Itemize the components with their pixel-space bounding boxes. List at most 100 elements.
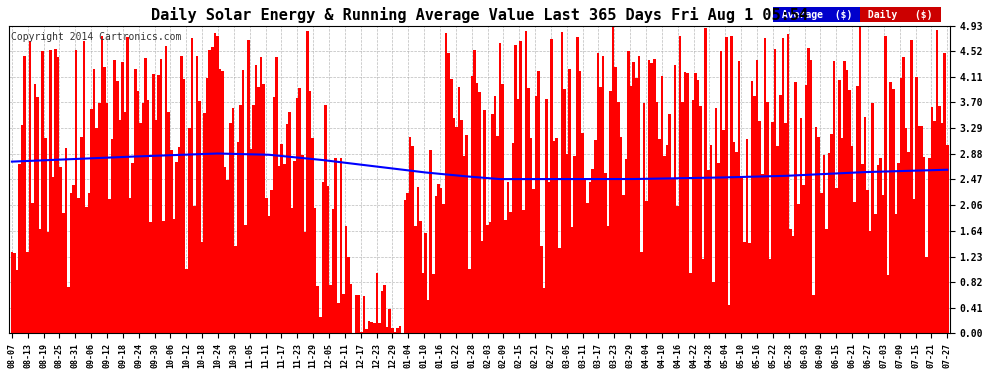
Bar	[525, 31, 527, 333]
Bar	[826, 229, 828, 333]
Bar	[422, 273, 425, 333]
Bar	[512, 142, 514, 333]
Bar	[897, 163, 900, 333]
Bar	[630, 86, 633, 333]
Bar	[298, 88, 301, 333]
Bar	[545, 99, 547, 333]
Bar	[443, 204, 445, 333]
Bar	[242, 70, 245, 333]
Bar	[705, 27, 707, 333]
Bar	[304, 232, 306, 333]
Bar	[552, 141, 555, 333]
Bar	[232, 108, 235, 333]
Bar	[391, 328, 393, 333]
Bar	[330, 285, 332, 333]
Bar	[455, 128, 457, 333]
Bar	[771, 122, 774, 333]
Bar	[507, 183, 509, 333]
Bar	[533, 189, 535, 333]
Bar	[465, 135, 468, 333]
Bar	[332, 209, 335, 333]
Bar	[673, 65, 676, 333]
Bar	[93, 69, 95, 333]
Bar	[571, 227, 573, 333]
Bar	[892, 89, 895, 333]
Bar	[162, 221, 164, 333]
Bar	[267, 216, 270, 333]
Bar	[88, 193, 90, 333]
Bar	[375, 273, 378, 333]
Bar	[362, 296, 365, 333]
Bar	[309, 92, 311, 333]
Bar	[306, 31, 309, 333]
Bar	[198, 101, 201, 333]
Bar	[633, 62, 635, 333]
Bar	[154, 120, 157, 333]
Bar	[807, 48, 810, 333]
Bar	[617, 102, 620, 333]
Bar	[876, 165, 879, 333]
Bar	[235, 246, 237, 333]
Bar	[278, 165, 280, 333]
Bar	[547, 182, 550, 333]
Bar	[923, 158, 926, 333]
Bar	[641, 252, 643, 333]
Bar	[317, 286, 319, 333]
Bar	[805, 85, 807, 333]
Bar	[64, 148, 67, 333]
Bar	[736, 152, 738, 333]
Bar	[676, 206, 679, 333]
Bar	[861, 164, 863, 333]
Text: Average  ($): Average ($)	[776, 10, 858, 20]
Bar	[563, 88, 565, 333]
Bar	[373, 322, 375, 333]
Bar	[445, 33, 447, 333]
Bar	[216, 36, 219, 333]
Bar	[581, 133, 584, 333]
Bar	[378, 323, 381, 333]
Bar	[707, 170, 710, 333]
Bar	[39, 230, 42, 333]
Bar	[934, 121, 936, 333]
Bar	[681, 102, 684, 333]
Bar	[26, 252, 29, 333]
Bar	[211, 47, 214, 333]
Bar	[393, 332, 396, 333]
Bar	[836, 188, 839, 333]
Bar	[185, 269, 188, 333]
Bar	[494, 96, 496, 333]
Bar	[599, 87, 602, 333]
Bar	[368, 321, 370, 333]
Bar	[946, 145, 948, 333]
Bar	[69, 194, 72, 333]
Bar	[476, 83, 478, 333]
Bar	[296, 98, 298, 333]
Bar	[692, 99, 694, 333]
Bar	[381, 291, 383, 333]
Bar	[823, 155, 826, 333]
Bar	[54, 49, 56, 333]
Bar	[622, 195, 625, 333]
Bar	[517, 99, 520, 333]
Bar	[425, 233, 427, 333]
Bar	[11, 252, 13, 333]
Bar	[82, 41, 85, 333]
Bar	[578, 71, 581, 333]
Bar	[671, 178, 673, 333]
Bar	[514, 45, 517, 333]
Bar	[655, 102, 658, 333]
Bar	[660, 76, 663, 333]
Bar	[720, 51, 723, 333]
Bar	[628, 51, 630, 333]
Bar	[175, 162, 177, 333]
Bar	[481, 241, 483, 333]
Bar	[745, 139, 748, 333]
Bar	[863, 117, 866, 333]
Bar	[270, 190, 272, 333]
Bar	[850, 146, 853, 333]
Bar	[620, 136, 622, 333]
Bar	[98, 103, 101, 333]
Bar	[129, 198, 132, 333]
Bar	[650, 63, 653, 333]
Bar	[19, 164, 21, 333]
